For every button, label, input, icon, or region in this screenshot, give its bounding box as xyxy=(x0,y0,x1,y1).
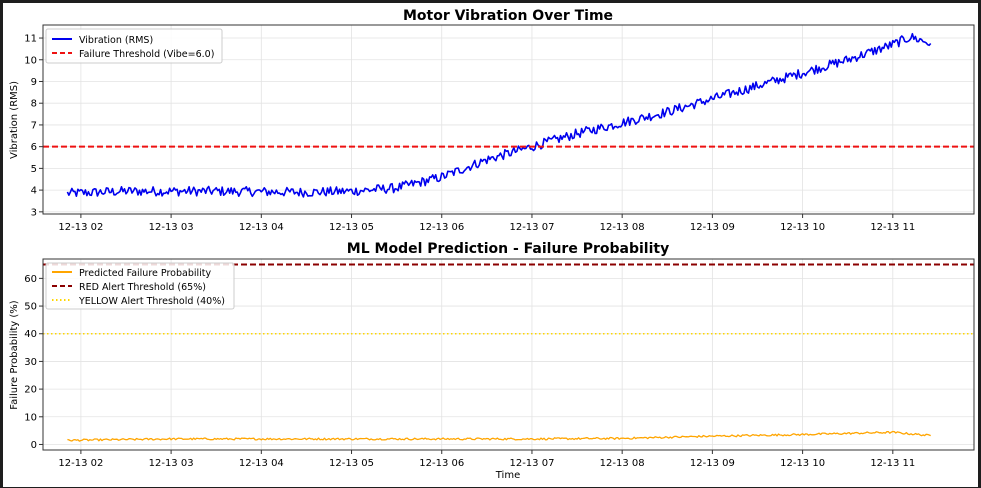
vibration-legend-box xyxy=(45,28,223,64)
vibration-chart: Motor Vibration Over Time 3 4 5 6 7 8 9 10 11 12… xyxy=(9,8,975,233)
y-tick-label: 60 xyxy=(24,274,37,285)
x-tick-label: 12-13 09 xyxy=(690,458,735,469)
y-tick-label: 7 xyxy=(31,120,37,131)
vibration-plot-frame xyxy=(42,24,975,215)
x-tick-label: 12-13 02 xyxy=(58,222,103,233)
x-tick-label: 12-13 10 xyxy=(780,222,825,233)
vibration-marks xyxy=(43,32,974,198)
vibration-y-axis: 3 4 5 6 7 8 9 10 11 xyxy=(24,34,43,218)
x-tick-label: 12-13 07 xyxy=(509,458,554,469)
series-line xyxy=(66,32,932,198)
y-tick-label: 3 xyxy=(31,207,37,218)
x-tick-label: 12-13 02 xyxy=(58,458,103,469)
vibration-x-axis: 12-13 02 12-13 03 12-13 04 12-13 05 12-13 06… xyxy=(58,214,915,233)
y-tick-label: 9 xyxy=(31,77,37,88)
probability-chart: ML Model Prediction - Failure Probabilit… xyxy=(9,241,975,481)
y-tick-label: 11 xyxy=(24,34,37,45)
y-tick-label: 20 xyxy=(24,385,37,396)
x-tick-label: 12-13 10 xyxy=(780,458,825,469)
y-tick-label: 5 xyxy=(31,164,37,175)
legend-label-red-threshold: RED Alert Threshold (65%) xyxy=(79,282,206,293)
x-tick-label: 12-13 11 xyxy=(870,222,915,233)
y-tick-label: 50 xyxy=(24,302,37,313)
x-tick-label: 12-13 03 xyxy=(149,222,194,233)
probability-legend: Predicted Failure Probability RED Alert … xyxy=(45,262,235,310)
probability-y-axis-label: Failure Probability (%) xyxy=(9,300,20,410)
x-tick-label: 12-13 04 xyxy=(239,458,284,469)
y-tick-label: 6 xyxy=(31,142,37,153)
vibration-y-axis-label: Vibration (RMS) xyxy=(9,81,20,159)
legend-label-probability: Predicted Failure Probability xyxy=(79,268,211,279)
probability-y-axis: 0 10 20 30 40 50 60 xyxy=(24,274,43,451)
probability-x-axis: 12-13 02 12-13 03 12-13 04 12-13 05 12-13 06… xyxy=(58,450,915,469)
probability-chart-title: ML Model Prediction - Failure Probabilit… xyxy=(347,241,669,257)
y-tick-label: 10 xyxy=(24,55,37,66)
x-tick-label: 12-13 11 xyxy=(870,458,915,469)
legend-label-vibration: Vibration (RMS) xyxy=(79,35,153,46)
x-tick-label: 12-13 08 xyxy=(600,458,645,469)
legend-label-yellow-threshold: YELLOW Alert Threshold (40%) xyxy=(78,296,225,307)
y-tick-label: 8 xyxy=(31,99,37,110)
x-tick-label: 12-13 03 xyxy=(149,458,194,469)
probability-legend-box xyxy=(45,262,235,310)
figure-background xyxy=(3,3,978,487)
probability-x-axis-label: Time xyxy=(495,470,520,481)
y-tick-label: 10 xyxy=(24,412,37,423)
x-tick-label: 12-13 08 xyxy=(600,222,645,233)
y-tick-label: 40 xyxy=(24,329,37,340)
probability-plot-frame xyxy=(42,258,975,451)
legend-label-vibration-threshold: Failure Threshold (Vibe=6.0) xyxy=(79,49,214,60)
x-tick-label: 12-13 05 xyxy=(329,222,374,233)
x-tick-label: 12-13 06 xyxy=(419,458,464,469)
vibration-legend: Vibration (RMS) Failure Threshold (Vibe=… xyxy=(45,28,223,64)
y-tick-label: 30 xyxy=(24,357,37,368)
series-line xyxy=(67,430,931,442)
y-tick-label: 4 xyxy=(31,186,37,197)
y-tick-label: 0 xyxy=(31,440,37,451)
vibration-chart-title: Motor Vibration Over Time xyxy=(403,8,613,24)
x-tick-label: 12-13 07 xyxy=(509,222,554,233)
x-tick-label: 12-13 05 xyxy=(329,458,374,469)
x-tick-label: 12-13 09 xyxy=(690,222,735,233)
x-tick-label: 12-13 06 xyxy=(419,222,464,233)
x-tick-label: 12-13 04 xyxy=(239,222,284,233)
